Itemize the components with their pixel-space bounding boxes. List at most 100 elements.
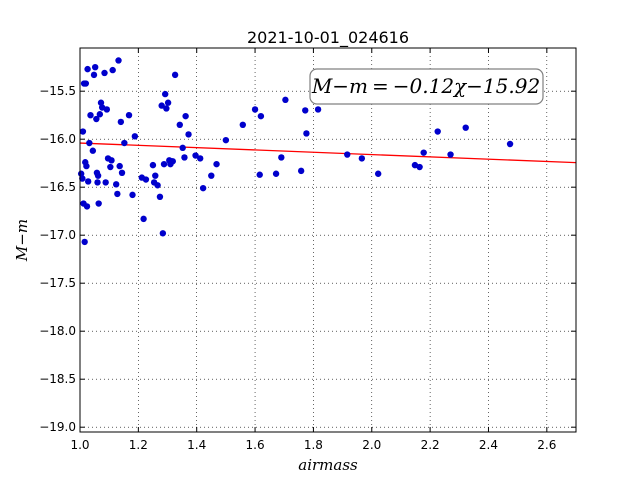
x-tick-label: 1.0 xyxy=(70,438,89,452)
data-point xyxy=(102,179,109,186)
data-point xyxy=(506,140,514,148)
data-point xyxy=(447,151,454,158)
plot-area-background xyxy=(80,48,576,432)
data-point xyxy=(116,162,123,170)
x-tick-label: 1.2 xyxy=(129,438,148,452)
data-point xyxy=(158,102,165,109)
data-point xyxy=(94,172,102,179)
data-point xyxy=(81,238,88,246)
data-point xyxy=(140,215,147,223)
y-axis-label: M−m xyxy=(13,219,31,262)
data-point xyxy=(181,154,188,161)
data-point xyxy=(129,191,136,199)
data-point xyxy=(149,161,157,169)
data-point xyxy=(164,99,172,106)
data-point xyxy=(182,112,189,120)
data-point xyxy=(161,90,169,98)
data-point xyxy=(278,154,285,161)
data-point xyxy=(90,71,98,79)
y-tick-label: −15.5 xyxy=(39,84,76,98)
data-point xyxy=(179,144,186,152)
data-point xyxy=(257,112,265,120)
data-point xyxy=(222,136,230,144)
data-point xyxy=(314,106,322,113)
y-tick-label: −19.0 xyxy=(39,420,76,434)
data-point xyxy=(83,162,90,170)
data-point xyxy=(192,152,199,159)
data-point xyxy=(152,172,159,179)
data-point xyxy=(176,121,183,128)
x-tick-label: 1.8 xyxy=(304,438,323,452)
y-tick-label: −16.5 xyxy=(39,180,76,194)
data-point xyxy=(91,63,99,71)
data-point xyxy=(115,57,122,64)
x-tick-label: 2.0 xyxy=(362,438,381,452)
data-point xyxy=(282,96,289,104)
data-point xyxy=(125,112,133,119)
data-point xyxy=(462,124,469,131)
data-point xyxy=(251,106,259,113)
data-point xyxy=(239,121,247,128)
data-point xyxy=(416,163,423,171)
data-point xyxy=(121,139,128,147)
data-point xyxy=(79,128,87,135)
data-point xyxy=(159,230,167,237)
data-point xyxy=(213,160,220,168)
x-tick-label: 1.6 xyxy=(246,438,265,452)
data-point xyxy=(107,163,114,171)
data-point xyxy=(185,131,192,138)
data-point xyxy=(93,115,100,123)
data-point xyxy=(97,99,105,106)
y-tick-label: −18.0 xyxy=(39,324,76,338)
axis-ticks xyxy=(79,48,576,432)
data-point xyxy=(112,181,120,188)
fit-equation-box: M−m = −0.12χ−15.92 xyxy=(309,68,544,105)
data-point xyxy=(84,65,91,73)
data-point xyxy=(197,155,204,162)
data-point xyxy=(96,111,104,118)
data-point xyxy=(103,106,111,113)
fit-equation: M−m = −0.12χ−15.92 xyxy=(311,74,540,98)
data-point xyxy=(163,105,170,112)
data-point xyxy=(199,184,207,192)
data-point xyxy=(84,178,92,185)
data-point xyxy=(114,190,121,198)
fit-line xyxy=(79,142,577,164)
data-point xyxy=(89,147,97,154)
data-point xyxy=(297,167,305,175)
data-point xyxy=(303,130,310,137)
data-point xyxy=(79,175,86,182)
y-tick-labels: −15.5 −16.0 −16.5 −17.0 −17.5 −18.0 −18.5 −19.0 xyxy=(39,84,76,434)
data-point xyxy=(86,139,93,147)
data-point xyxy=(420,149,427,156)
x-tick-label: 2.6 xyxy=(537,438,556,452)
x-tick-labels: 1.0 1.2 1.4 1.6 1.8 2.0 2.2 2.4 2.6 xyxy=(70,438,556,452)
y-tick-label: −17.0 xyxy=(39,228,76,242)
data-point xyxy=(358,155,366,162)
data-point xyxy=(101,69,108,77)
x-axis-label: airmass xyxy=(298,456,358,474)
x-tick-label: 2.4 xyxy=(479,438,498,452)
data-point xyxy=(131,133,139,140)
data-point xyxy=(94,179,101,186)
x-tick-label: 1.4 xyxy=(187,438,206,452)
data-point xyxy=(87,112,94,119)
data-point xyxy=(95,200,102,207)
data-point xyxy=(374,170,382,177)
chart-title: 2021-10-01_024616 xyxy=(247,28,409,48)
data-point xyxy=(160,160,168,168)
data-point xyxy=(171,71,179,79)
data-point xyxy=(83,203,91,210)
data-point xyxy=(117,118,125,126)
data-points xyxy=(77,57,514,246)
data-point xyxy=(302,107,309,114)
data-point xyxy=(118,169,126,176)
data-point xyxy=(256,171,263,178)
y-tick-label: −17.5 xyxy=(39,276,76,290)
fit-equation-frame xyxy=(309,68,544,105)
data-point xyxy=(109,66,116,74)
data-point xyxy=(156,193,164,200)
data-point xyxy=(108,157,115,164)
y-tick-label: −18.5 xyxy=(39,372,76,386)
